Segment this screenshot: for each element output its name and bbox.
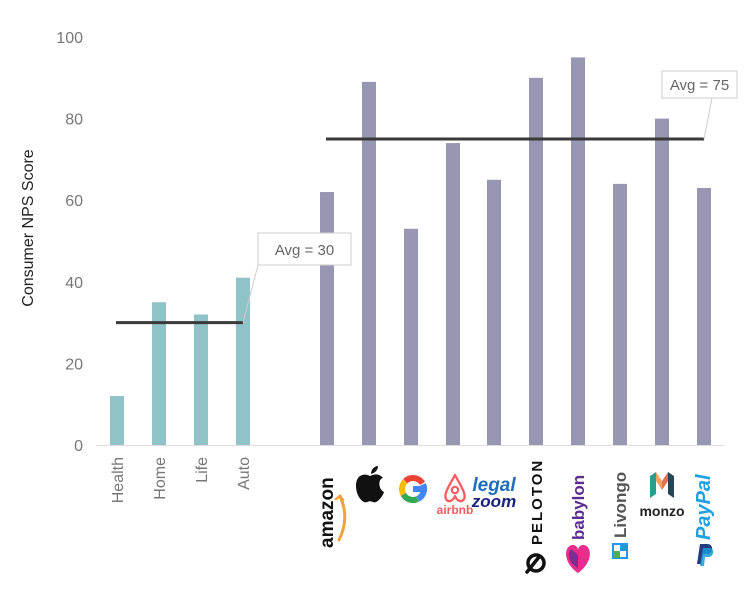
x-labels-layer: Health Home Life Auto <box>110 457 253 503</box>
y-axis-label: Consumer NPS Score <box>20 149 37 306</box>
average-callout-box <box>661 70 738 99</box>
peloton-logo-icon: PELOTON <box>525 459 546 574</box>
babylon-logo-icon: babylon <box>566 475 590 573</box>
airbnb-logo-icon: airbnb <box>437 473 474 517</box>
bar-google <box>404 228 418 445</box>
svg-text:zoom: zoom <box>471 492 516 511</box>
svg-text:legal: legal <box>472 475 516 496</box>
y-tick-label: 100 <box>56 30 83 47</box>
google-logo-icon <box>399 474 427 503</box>
bar-home <box>152 302 166 445</box>
x-tick-label: Home <box>152 457 169 500</box>
apple-logo-icon <box>356 466 384 503</box>
average-callout-box <box>257 232 352 266</box>
axis-layer: 0 20 40 60 80 100 Consumer NPS Score <box>20 30 724 455</box>
monzo-logo-icon: monzo <box>639 472 685 519</box>
x-tick-label: Auto <box>236 457 253 490</box>
livongo-logo-icon: Livongo <box>611 472 630 559</box>
x-tick-label: Life <box>194 457 211 483</box>
bar-legalzoom <box>487 179 501 446</box>
bar-paypal <box>697 187 711 445</box>
y-tick-label: 20 <box>65 356 83 373</box>
bar-amazon <box>320 192 334 445</box>
amazon-logo-icon: amazon <box>317 477 347 548</box>
bar-life <box>194 314 208 445</box>
bar-babylon <box>571 57 585 446</box>
average-label-brands: Avg = 75 <box>670 77 729 94</box>
svg-text:PELOTON: PELOTON <box>529 459 546 545</box>
average-layer: Avg = 30 Avg = 75 <box>116 70 738 325</box>
svg-text:airbnb: airbnb <box>437 503 474 517</box>
svg-text:amazon: amazon <box>317 477 338 548</box>
x-tick-label: Health <box>110 457 127 503</box>
paypal-logo-icon: PayPal <box>693 474 715 566</box>
bar-apple <box>362 81 376 445</box>
svg-text:monzo: monzo <box>639 503 684 519</box>
svg-text:babylon: babylon <box>569 475 588 540</box>
y-tick-label: 40 <box>65 275 83 292</box>
svg-text:Livongo: Livongo <box>611 472 630 538</box>
average-label-insurance: Avg = 30 <box>275 242 334 259</box>
svg-text:PayPal: PayPal <box>693 474 715 540</box>
bar-peloton <box>529 77 543 446</box>
y-tick-label: 80 <box>65 112 83 129</box>
y-tick-label: 60 <box>65 193 83 210</box>
bar-health <box>110 396 124 445</box>
bar-airbnb <box>446 143 460 445</box>
bars-layer <box>110 57 711 446</box>
y-tick-label: 0 <box>74 438 83 455</box>
bar-monzo <box>655 118 669 445</box>
bar-auto <box>236 277 250 445</box>
callout-connector <box>703 97 720 140</box>
bar-livongo <box>613 183 627 445</box>
